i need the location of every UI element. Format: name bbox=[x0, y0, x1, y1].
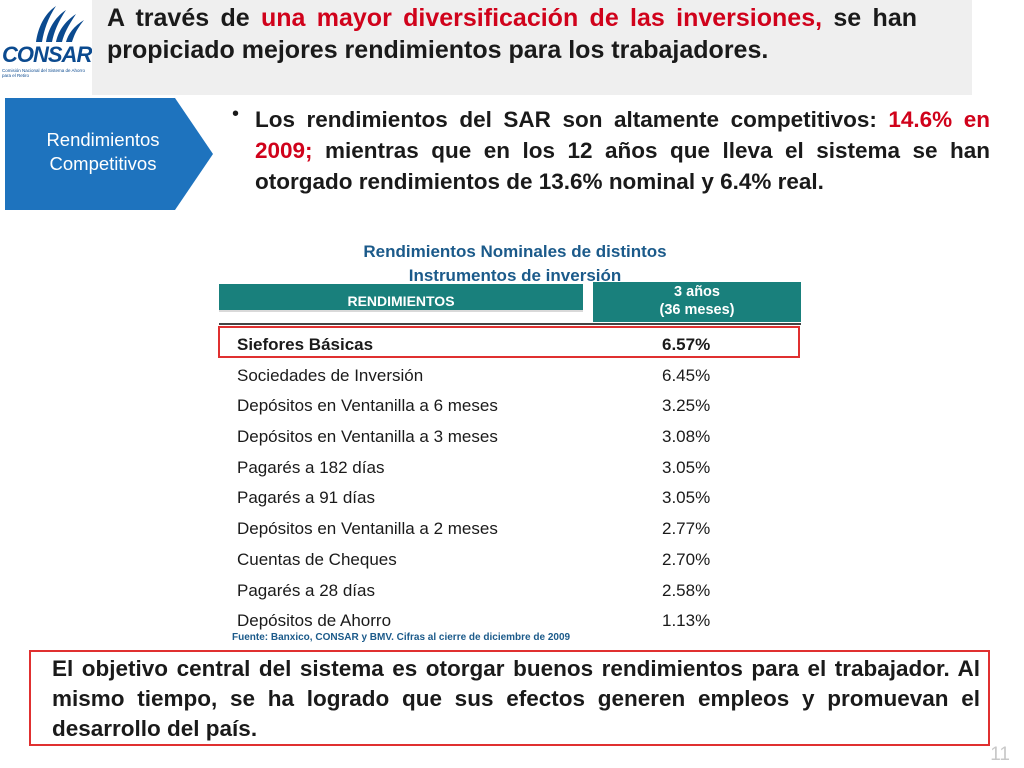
row-value: 1.13% bbox=[662, 611, 711, 631]
table-row: Pagarés a 182 días 3.05% bbox=[219, 453, 801, 484]
pentagon-arrow-shape bbox=[5, 98, 213, 210]
table-header-period-line2: (36 meses) bbox=[659, 302, 735, 318]
row-value: 2.77% bbox=[662, 519, 711, 539]
table-row: Pagarés a 28 días 2.58% bbox=[219, 576, 801, 607]
row-name: Cuentas de Cheques bbox=[237, 549, 397, 569]
table-header-rendimientos: RENDIMIENTOS bbox=[219, 284, 583, 312]
title-part3: se han propiciado mejores rendimientos p… bbox=[107, 4, 917, 64]
table-header-period: 3 años (36 meses) bbox=[593, 282, 801, 322]
highlight-box bbox=[218, 326, 800, 358]
row-value: 3.08% bbox=[662, 427, 711, 447]
row-value: 3.25% bbox=[662, 396, 711, 416]
title-band bbox=[92, 0, 972, 95]
table-row: Depósitos en Ventanilla a 6 meses 3.25% bbox=[219, 391, 801, 422]
callout-text: El objetivo central del sistema es otorg… bbox=[52, 656, 980, 741]
table-header-period-line1: 3 años bbox=[674, 284, 720, 300]
row-name: Pagarés a 28 días bbox=[237, 580, 375, 600]
bullet-part3: mientras que en los 12 años que lleva el… bbox=[255, 138, 990, 194]
bullet-part2-red: 14.6% en 2009; bbox=[255, 107, 990, 163]
table-row: Siefores Básicas 6.57% bbox=[219, 330, 801, 361]
section-tag: Rendimientos Competitivos bbox=[5, 98, 217, 210]
table-row: Cuentas de Cheques 2.70% bbox=[219, 545, 801, 576]
title-part2-red: una mayor diversificación de las inversi… bbox=[260, 4, 823, 32]
table-title-line1: Rendimientos Nominales de distintos bbox=[363, 242, 667, 261]
row-name: Pagarés a 91 días bbox=[237, 488, 375, 508]
table-row: Depósitos de Ahorro 1.13% bbox=[219, 606, 801, 637]
row-name: Pagarés a 182 días bbox=[237, 457, 385, 477]
returns-table-body: Siefores Básicas 6.57% Sociedades de Inve… bbox=[219, 330, 801, 637]
table-row: Sociedades de Inversión 6.45% bbox=[219, 361, 801, 392]
row-value: 6.45% bbox=[662, 365, 711, 385]
bullet-icon: • bbox=[232, 103, 240, 125]
bullet-part1: Los rendimientos del SAR son altamente c… bbox=[255, 107, 889, 132]
consar-logo: CONSAR Comisión Nacional del Sistema de … bbox=[0, 0, 92, 92]
table-title-line2: Instrumentos de inversión bbox=[408, 266, 622, 285]
consar-emblem-icon bbox=[36, 6, 84, 42]
table-row: Depósitos en Ventanilla a 2 meses 2.77% bbox=[219, 514, 801, 545]
row-value: 3.05% bbox=[662, 488, 711, 508]
section-tag-label: Rendimientos Competitivos bbox=[46, 129, 160, 174]
bullet-text: Los rendimientos del SAR son altamente c… bbox=[255, 104, 990, 197]
header-divider bbox=[219, 323, 801, 325]
row-value: 3.05% bbox=[662, 457, 711, 477]
table-title: Rendimientos Nominales de distintos Inst… bbox=[300, 240, 730, 288]
logo-subtext: Comisión Nacional del Sistema de Ahorro … bbox=[2, 68, 86, 78]
row-name: Sociedades de Inversión bbox=[237, 365, 424, 385]
page-number: 11 bbox=[990, 744, 1010, 765]
row-name: Depósitos en Ventanilla a 6 meses bbox=[237, 396, 498, 416]
table-row: Pagarés a 91 días 3.05% bbox=[219, 483, 801, 514]
row-name: Depósitos en Ventanilla a 3 meses bbox=[237, 427, 498, 447]
slide-title: A través de una mayor diversificación de… bbox=[107, 2, 917, 66]
row-name: Depósitos en Ventanilla a 2 meses bbox=[237, 519, 498, 539]
row-value: 2.58% bbox=[662, 580, 711, 600]
table-row: Depósitos en Ventanilla a 3 meses 3.08% bbox=[219, 422, 801, 453]
callout-box bbox=[29, 650, 990, 746]
row-value: 2.70% bbox=[662, 549, 711, 569]
logo-text: CONSAR bbox=[2, 42, 92, 67]
row-value: 6.57% bbox=[662, 335, 711, 354]
row-name: Siefores Básicas bbox=[237, 335, 374, 354]
row-name: Depósitos de Ahorro bbox=[237, 611, 392, 631]
source-note: Fuente: Banxico, CONSAR y BMV. Cifras al… bbox=[232, 632, 571, 643]
title-part1: A través de bbox=[107, 4, 261, 32]
